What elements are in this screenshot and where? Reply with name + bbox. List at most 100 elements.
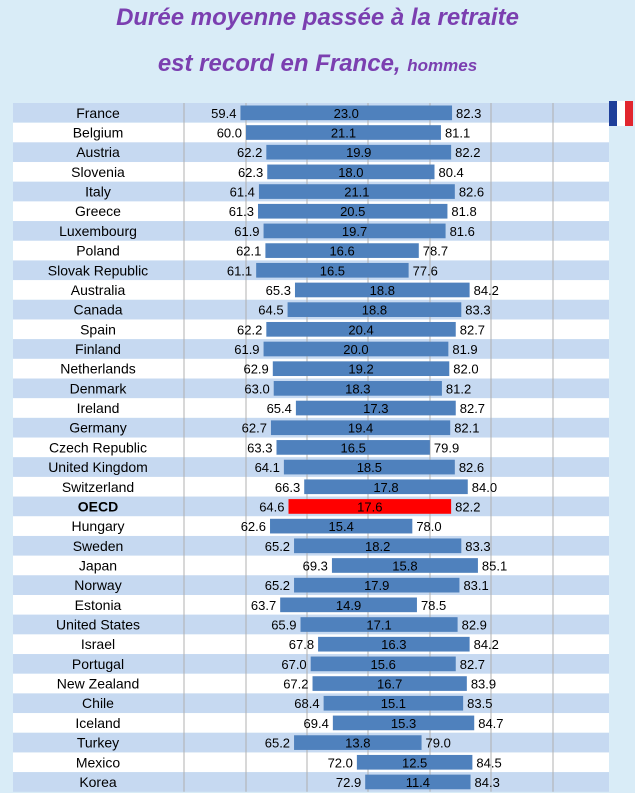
end-age-label: 82.2 <box>455 499 480 514</box>
duration-label: 19.9 <box>346 145 371 160</box>
bar <box>332 715 475 731</box>
duration-label: 15.1 <box>381 696 406 711</box>
start-age-label: 63.0 <box>244 381 269 396</box>
bar <box>294 538 462 554</box>
start-age-label: 61.3 <box>229 204 254 219</box>
bar <box>294 735 422 750</box>
end-age-label: 82.6 <box>459 185 484 200</box>
bar <box>266 144 452 160</box>
bar <box>318 636 470 652</box>
start-age-label: 67.8 <box>289 637 314 652</box>
bar <box>276 440 430 455</box>
bar <box>356 754 473 770</box>
start-age-label: 62.7 <box>242 421 267 436</box>
country-label: United Kingdom <box>48 459 148 475</box>
country-label: Czech Republic <box>49 439 147 455</box>
start-age-label: 66.3 <box>275 480 300 495</box>
duration-label: 17.3 <box>363 401 388 416</box>
country-label: Australia <box>71 282 126 298</box>
duration-label: 17.6 <box>357 499 382 514</box>
bar <box>267 164 435 180</box>
country-label: Italy <box>85 184 111 200</box>
end-age-label: 82.7 <box>460 657 485 672</box>
start-age-label: 67.2 <box>283 677 308 692</box>
country-label: Belgium <box>73 125 124 141</box>
bar <box>310 656 456 672</box>
start-age-label: 62.1 <box>236 244 261 259</box>
duration-label: 19.4 <box>348 421 373 436</box>
end-age-label: 80.4 <box>438 165 463 180</box>
bar <box>280 597 417 613</box>
duration-label: 16.3 <box>381 637 406 652</box>
bar <box>331 558 478 573</box>
duration-label: 17.9 <box>364 578 389 593</box>
duration-label: 16.7 <box>377 677 402 692</box>
start-age-label: 64.1 <box>255 460 280 475</box>
bar <box>287 302 462 317</box>
end-age-label: 82.1 <box>454 421 479 436</box>
country-label: Iceland <box>75 715 120 731</box>
duration-label: 12.5 <box>402 755 427 770</box>
end-age-label: 79.9 <box>434 440 459 455</box>
bar <box>263 223 446 239</box>
start-age-label: 65.2 <box>265 578 290 593</box>
end-age-label: 82.3 <box>456 106 481 121</box>
bar <box>246 125 441 140</box>
start-age-label: 62.3 <box>238 165 263 180</box>
country-label: Portugal <box>72 656 124 672</box>
end-age-label: 82.6 <box>459 460 484 475</box>
end-age-label: 83.3 <box>465 539 490 554</box>
duration-label: 19.7 <box>342 224 367 239</box>
country-label: Netherlands <box>60 361 136 377</box>
country-label: France <box>76 105 120 121</box>
start-age-label: 60.0 <box>217 126 242 141</box>
country-label: Ireland <box>77 400 120 416</box>
end-age-label: 78.7 <box>423 244 448 259</box>
start-age-label: 65.3 <box>266 283 291 298</box>
country-label: New Zealand <box>57 676 140 692</box>
duration-label: 11.4 <box>406 775 430 790</box>
duration-label: 17.8 <box>373 480 398 495</box>
duration-label: 18.2 <box>365 539 390 554</box>
start-age-label: 65.9 <box>271 618 296 633</box>
french-flag-icon <box>609 101 633 126</box>
duration-label: 18.8 <box>370 283 395 298</box>
bar <box>312 676 467 691</box>
end-age-label: 78.5 <box>421 598 446 613</box>
bar <box>266 321 456 337</box>
bar <box>288 499 452 514</box>
duration-label: 20.5 <box>340 204 365 219</box>
end-age-label: 77.6 <box>413 263 438 278</box>
duration-label: 15.6 <box>371 657 396 672</box>
start-age-label: 68.4 <box>294 696 319 711</box>
country-label: Norway <box>74 577 121 593</box>
country-label: Mexico <box>76 754 121 770</box>
bar <box>256 262 409 278</box>
chart-title-line-1: Durée moyenne passée à la retraite <box>116 4 519 31</box>
start-age-label: 72.9 <box>336 775 361 790</box>
start-age-label: 61.4 <box>230 185 255 200</box>
end-age-label: 78.0 <box>416 519 441 534</box>
start-age-label: 59.4 <box>211 106 236 121</box>
end-age-label: 84.0 <box>472 480 497 495</box>
end-age-label: 82.2 <box>455 145 480 160</box>
duration-label: 15.3 <box>391 716 416 731</box>
country-label: Sweden <box>73 538 124 554</box>
start-age-label: 64.6 <box>259 499 284 514</box>
bar <box>295 400 456 416</box>
start-age-label: 64.5 <box>258 303 283 318</box>
country-label: Germany <box>69 420 127 436</box>
end-age-label: 84.3 <box>475 775 500 790</box>
start-age-label: 69.3 <box>303 558 328 573</box>
start-age-label: 65.2 <box>265 539 290 554</box>
bar <box>265 243 419 258</box>
country-label: Hungary <box>72 518 125 534</box>
end-age-label: 82.7 <box>460 322 485 337</box>
bar <box>270 518 413 534</box>
duration-label: 16.6 <box>329 244 354 259</box>
country-label: Canada <box>73 302 122 318</box>
end-age-label: 82.9 <box>462 618 487 633</box>
start-age-label: 62.6 <box>241 519 266 534</box>
end-age-label: 82.7 <box>460 401 485 416</box>
duration-label: 21.1 <box>331 126 356 141</box>
